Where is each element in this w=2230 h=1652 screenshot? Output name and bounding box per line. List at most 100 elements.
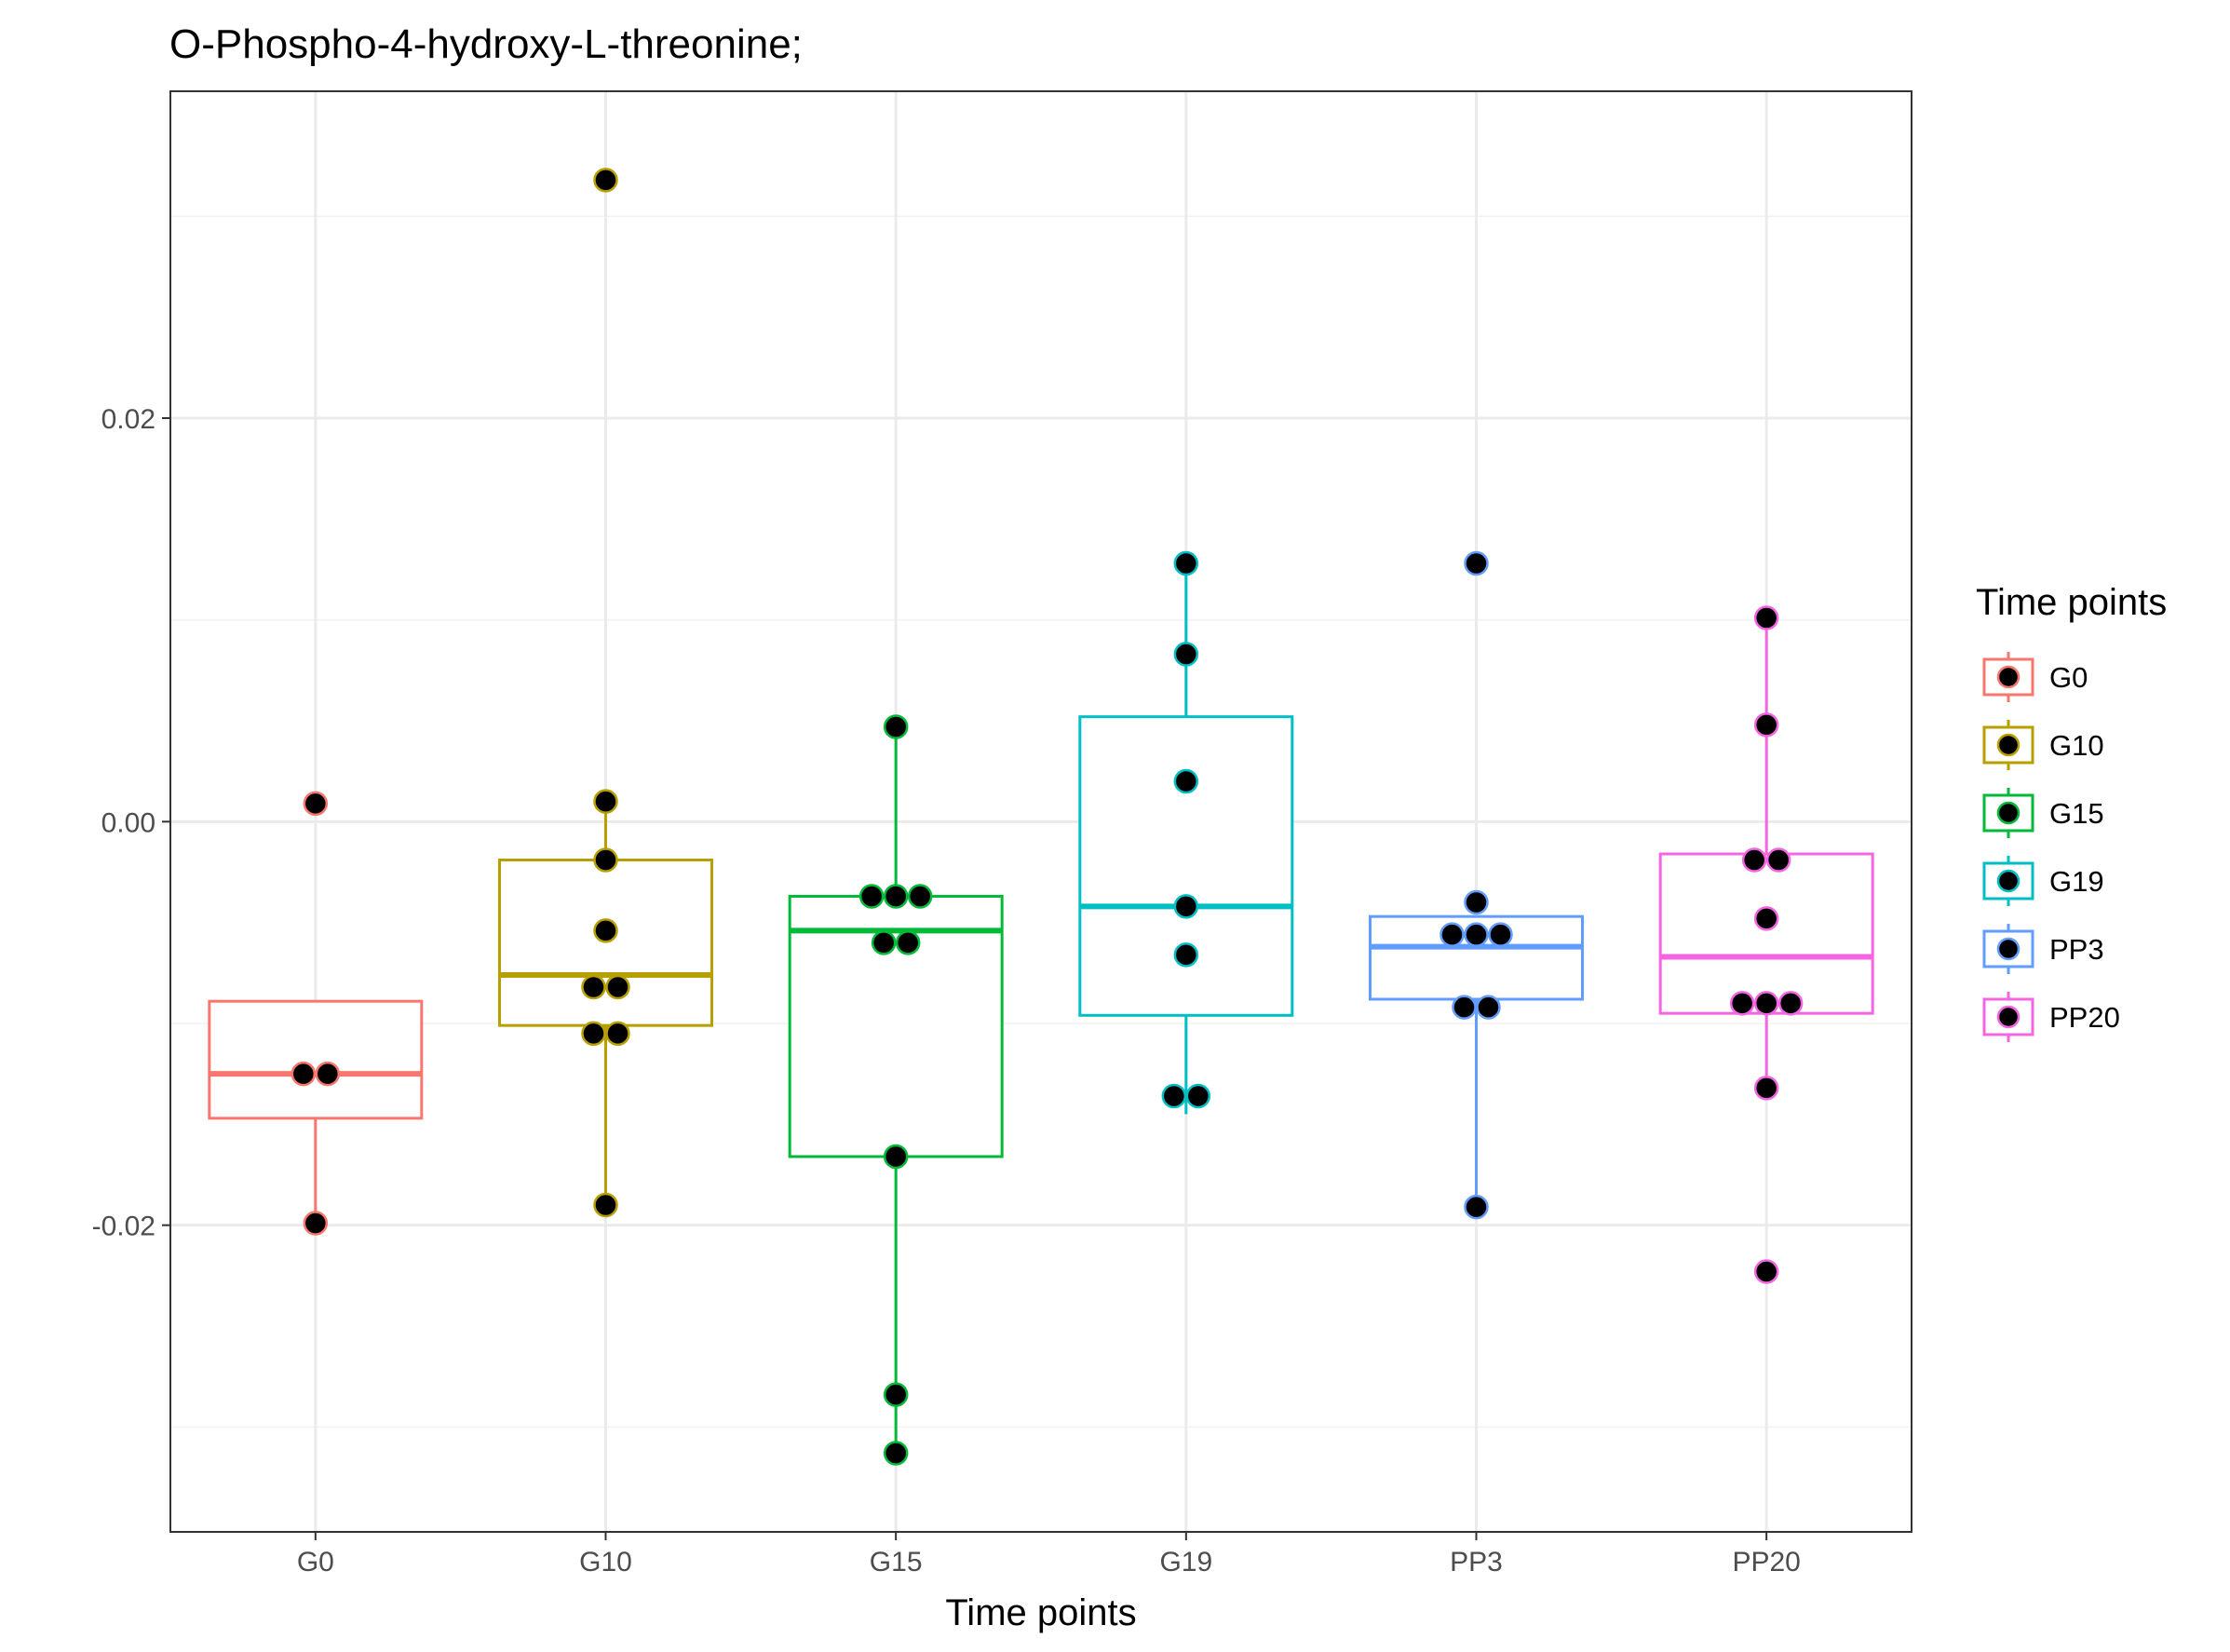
data-point [303,791,329,817]
data-point [1476,995,1501,1020]
data-point [1765,847,1791,873]
data-point [605,974,630,1000]
legend-item-g10: G10 [1982,720,2104,770]
y-tick-label: 0.02 [101,404,155,435]
data-point [1185,1083,1211,1109]
data-point [593,1192,618,1218]
data-point [315,1061,341,1087]
data-point [1753,906,1779,931]
y-axis: -0.02 0.00 0.02 [92,404,170,1242]
data-point [883,1144,909,1170]
data-point [883,1441,909,1466]
x-axis: G0 G10 G15 G19 PP3 PP20 [297,1532,1801,1578]
data-point [883,1382,909,1407]
legend-key-point [1996,801,2021,825]
data-point [581,1021,606,1047]
points-g19 [1161,550,1211,1109]
data-point [1753,991,1779,1016]
x-axis-label: Time points [945,1592,1136,1633]
data-point [1173,550,1199,576]
box-iqr [208,999,424,1120]
data-point [1729,991,1755,1016]
data-point [1488,922,1513,947]
box-g10 [498,801,713,1205]
data-point [1161,1083,1187,1109]
points-g15 [858,714,933,1466]
point-layer [291,168,1804,1466]
legend-title: Time points [1976,582,2167,623]
data-point [1464,1194,1489,1220]
box-g15 [788,726,1004,1454]
box-iqr [1658,852,1874,1015]
data-point [593,847,618,873]
y-tick-label: 0.00 [101,807,155,838]
data-point [1173,942,1199,968]
legend-item-g15: G15 [1982,788,2104,838]
legend-label: PP3 [2049,933,2104,966]
data-point [1753,712,1779,738]
box-iqr [1078,715,1294,1017]
data-point [907,884,933,909]
data-point [883,884,909,909]
legend-key-point [1996,869,2021,893]
box-g0 [208,999,424,1224]
points-g0 [291,791,341,1236]
data-point [1439,922,1465,947]
legend-label: G15 [2049,797,2104,830]
chart-title: O-Phospho-4-hydroxy-L-threonine; [169,21,803,67]
data-point [593,918,618,943]
data-point [1777,991,1804,1016]
x-tick-label: PP20 [1732,1547,1800,1578]
data-point [1452,995,1477,1020]
grid-minor [170,215,1912,1429]
data-point [593,789,618,814]
x-tick-label: G15 [870,1547,923,1578]
legend: Time points G0 G10 G15 G19 PP3 PP20 [1976,582,2167,1042]
legend-key-box [1982,997,2034,1036]
box-iqr [788,895,1004,1158]
data-point [605,1021,630,1047]
data-point [871,930,897,955]
legend-item-pp3: PP3 [1982,924,2104,974]
x-tick-label: G0 [297,1547,334,1578]
legend-key-box [1982,657,2034,697]
grid-major [170,91,1912,1532]
data-point [1464,550,1489,576]
box-pp20 [1658,617,1874,1089]
box-pp3 [1369,914,1584,1205]
legend-label: G19 [2049,865,2104,898]
data-point [1173,642,1199,667]
legend-item-g0: G0 [1982,652,2088,702]
x-tick-label: PP3 [1450,1547,1503,1578]
data-point [303,1211,329,1236]
data-point [1753,1076,1779,1101]
points-pp3 [1439,550,1513,1220]
data-point [883,714,909,739]
data-point [1173,768,1199,794]
legend-label: G10 [2049,729,2104,762]
x-tick-label: G19 [1159,1547,1212,1578]
y-tick-label: -0.02 [92,1212,155,1242]
data-point [1464,922,1489,947]
legend-item-pp20: PP20 [1982,992,2120,1042]
points-g10 [581,168,630,1218]
data-point [1464,889,1489,915]
data-point [1741,847,1767,873]
legend-label: PP20 [2049,1001,2120,1034]
legend-key-point [1996,665,2021,689]
data-point [291,1061,317,1087]
data-point [858,884,885,909]
legend-label: G0 [2049,661,2088,694]
data-point [581,974,606,1000]
data-point [895,930,921,955]
panel-border [169,90,1912,1533]
points-pp20 [1729,605,1804,1284]
data-point [1173,894,1199,919]
legend-key-point [1996,1005,2021,1029]
data-point [1753,605,1779,630]
data-point [593,168,618,193]
data-point [1753,1259,1779,1284]
legend-key-point [1996,733,2021,757]
x-tick-label: G10 [579,1547,632,1578]
